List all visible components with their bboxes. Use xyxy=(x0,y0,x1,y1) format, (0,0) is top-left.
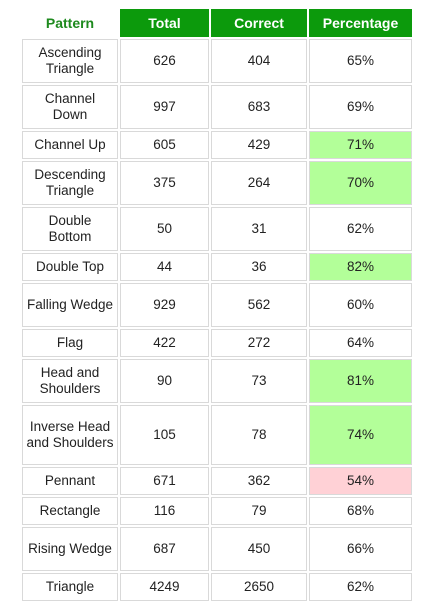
cell-total: 605 xyxy=(120,131,209,159)
cell-pattern: Triangle xyxy=(22,573,118,601)
cell-total: 929 xyxy=(120,283,209,327)
cell-pattern: Rectangle xyxy=(22,497,118,525)
cell-total: 626 xyxy=(120,39,209,83)
cell-total: 687 xyxy=(120,527,209,571)
cell-pattern: Inverse Head and Shoulders xyxy=(22,405,118,465)
cell-total: 44 xyxy=(120,253,209,281)
table-header-row: Pattern Total Correct Percentage xyxy=(22,9,412,37)
table-row: Ascending Triangle 626 404 65% xyxy=(22,39,412,83)
cell-pattern: Ascending Triangle xyxy=(22,39,118,83)
cell-correct: 272 xyxy=(211,329,307,357)
cell-percentage: 70% xyxy=(309,161,412,205)
cell-percentage: 54% xyxy=(309,467,412,495)
header-pattern: Pattern xyxy=(22,9,118,37)
cell-percentage: 69% xyxy=(309,85,412,129)
cell-pattern: Double Top xyxy=(22,253,118,281)
cell-correct: 36 xyxy=(211,253,307,281)
cell-total: 90 xyxy=(120,359,209,403)
header-total: Total xyxy=(120,9,209,37)
header-correct: Correct xyxy=(211,9,307,37)
table-row: Descending Triangle 375 264 70% xyxy=(22,161,412,205)
cell-percentage: 66% xyxy=(309,527,412,571)
cell-pattern: Rising Wedge xyxy=(22,527,118,571)
table-row: Double Top 44 36 82% xyxy=(22,253,412,281)
cell-pattern: Pennant xyxy=(22,467,118,495)
cell-correct: 362 xyxy=(211,467,307,495)
cell-percentage: 62% xyxy=(309,207,412,251)
table-row: Channel Up 605 429 71% xyxy=(22,131,412,159)
table-row: Flag 422 272 64% xyxy=(22,329,412,357)
table-row: Head and Shoulders 90 73 81% xyxy=(22,359,412,403)
cell-correct: 404 xyxy=(211,39,307,83)
cell-pattern: Channel Down xyxy=(22,85,118,129)
table-row: Double Bottom 50 31 62% xyxy=(22,207,412,251)
cell-percentage: 62% xyxy=(309,573,412,601)
cell-pattern: Flag xyxy=(22,329,118,357)
table-row: Rising Wedge 687 450 66% xyxy=(22,527,412,571)
cell-pattern: Descending Triangle xyxy=(22,161,118,205)
table-row: Rectangle 116 79 68% xyxy=(22,497,412,525)
cell-correct: 450 xyxy=(211,527,307,571)
cell-percentage: 65% xyxy=(309,39,412,83)
cell-correct: 79 xyxy=(211,497,307,525)
cell-total: 50 xyxy=(120,207,209,251)
cell-correct: 2650 xyxy=(211,573,307,601)
cell-correct: 429 xyxy=(211,131,307,159)
cell-correct: 264 xyxy=(211,161,307,205)
cell-pattern: Falling Wedge xyxy=(22,283,118,327)
header-percentage: Percentage xyxy=(309,9,412,37)
cell-percentage: 81% xyxy=(309,359,412,403)
cell-total: 116 xyxy=(120,497,209,525)
cell-percentage: 68% xyxy=(309,497,412,525)
cell-total: 375 xyxy=(120,161,209,205)
cell-percentage: 74% xyxy=(309,405,412,465)
cell-pattern: Head and Shoulders xyxy=(22,359,118,403)
cell-correct: 562 xyxy=(211,283,307,327)
cell-total: 105 xyxy=(120,405,209,465)
table-row: Pennant 671 362 54% xyxy=(22,467,412,495)
cell-total: 997 xyxy=(120,85,209,129)
cell-pattern: Double Bottom xyxy=(22,207,118,251)
table-row: Inverse Head and Shoulders 105 78 74% xyxy=(22,405,412,465)
cell-percentage: 64% xyxy=(309,329,412,357)
cell-correct: 31 xyxy=(211,207,307,251)
table-row: Falling Wedge 929 562 60% xyxy=(22,283,412,327)
pattern-stats-table: Pattern Total Correct Percentage Ascendi… xyxy=(20,7,414,603)
cell-total: 671 xyxy=(120,467,209,495)
cell-percentage: 60% xyxy=(309,283,412,327)
cell-total: 422 xyxy=(120,329,209,357)
cell-percentage: 71% xyxy=(309,131,412,159)
cell-correct: 73 xyxy=(211,359,307,403)
cell-percentage: 82% xyxy=(309,253,412,281)
table-row: Triangle 4249 2650 62% xyxy=(22,573,412,601)
table-row: Channel Down 997 683 69% xyxy=(22,85,412,129)
cell-correct: 78 xyxy=(211,405,307,465)
cell-correct: 683 xyxy=(211,85,307,129)
cell-total: 4249 xyxy=(120,573,209,601)
cell-pattern: Channel Up xyxy=(22,131,118,159)
